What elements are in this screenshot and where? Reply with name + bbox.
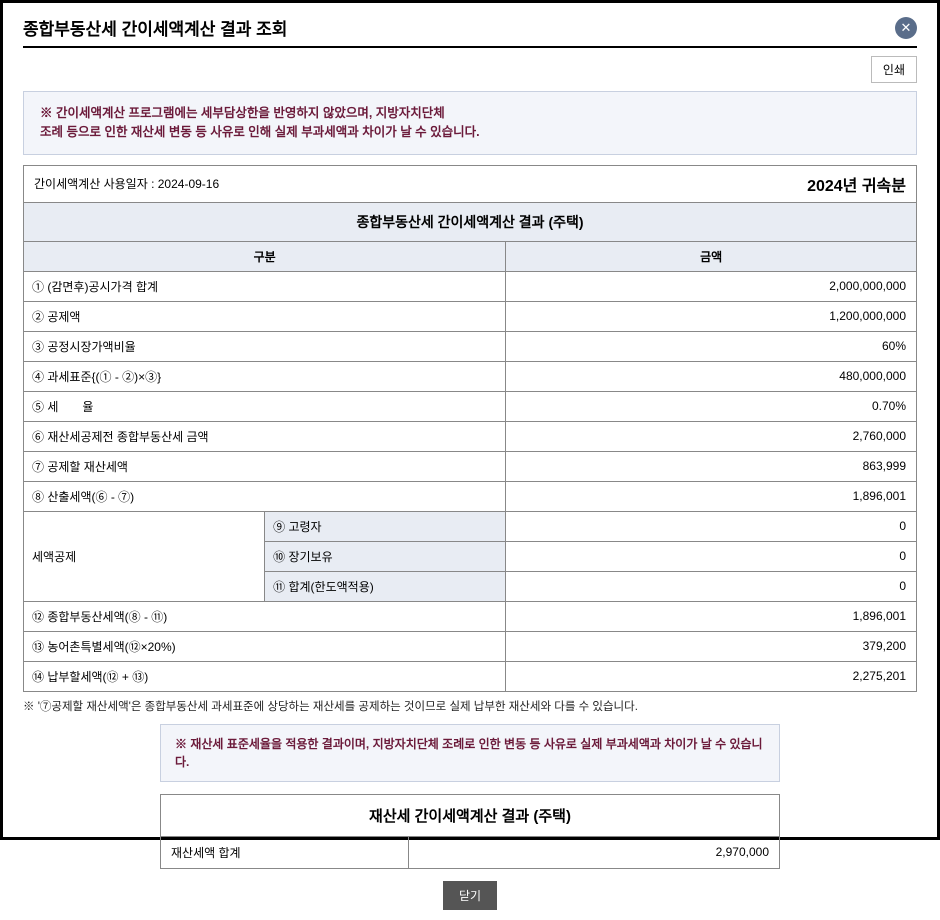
col-header-amount: 금액 [506,241,917,271]
table-row-label: ⑬ 농어촌특별세액(⑫×20%) [24,631,506,661]
notice-line-1: ※ 간이세액계산 프로그램에는 세부담상한을 반영하지 않았으며, 지방자치단체 [40,104,900,123]
row-num: ⑨ [273,520,285,534]
table-row-label: ② 공제액 [24,301,506,331]
table-row-value: 1,896,001 [506,481,917,511]
sub-row-label: 재산세액 합계 [161,836,409,868]
footnote: ※ '⑦공제할 재산세액'은 종합부동산세 과세표준에 상당하는 재산세를 공제… [23,698,917,714]
table-row-value: 480,000,000 [506,361,917,391]
close-button[interactable]: 닫기 [443,881,497,910]
table-row-label: ⑥ 재산세공제전 종합부동산세 금액 [24,421,506,451]
row-label: 합계(한도액적용) [288,580,373,594]
year-label: 2024년 귀속분 [807,172,906,196]
table-row-label: ⑦ 공제할 재산세액 [24,451,506,481]
sub-section-title: 재산세 간이세액계산 결과 (주택) [161,794,780,836]
sub-table: 재산세 간이세액계산 결과 (주택) 재산세액 합계 2,970,000 [160,794,780,869]
deduction-row-label-2: ⑪ 합계(한도액적용) [265,571,506,601]
main-table: 종합부동산세 간이세액계산 결과 (주택) 구분 금액 ① (감면후)공시가격 … [23,202,917,692]
table-row-value: 60% [506,331,917,361]
table-row-value: 2,760,000 [506,421,917,451]
close-icon[interactable]: ✕ [895,17,917,39]
table-row-value: 1,200,000,000 [506,301,917,331]
table-row-label: ③ 공정시장가액비율 [24,331,506,361]
deduction-row-value-0: 0 [506,511,917,541]
table-row-value: 2,275,201 [506,661,917,691]
sub-row-value: 2,970,000 [408,836,779,868]
close-row: 닫기 [160,881,780,910]
row-num: ⑩ [273,550,285,564]
col-header-category: 구분 [24,241,506,271]
row-label: 장기보유 [288,550,332,564]
table-row-value: 2,000,000,000 [506,271,917,301]
deduction-row-value-1: 0 [506,541,917,571]
notice-box-1: ※ 간이세액계산 프로그램에는 세부담상한을 반영하지 않았으며, 지방자치단체… [23,91,917,155]
main-section-title: 종합부동산세 간이세액계산 결과 (주택) [24,202,917,241]
header: 종합부동산세 간이세액계산 결과 조회 ✕ [23,15,917,48]
table-row-value: 379,200 [506,631,917,661]
table-row-value: 1,896,001 [506,601,917,631]
row-label: 고령자 [288,520,321,534]
page-title: 종합부동산세 간이세액계산 결과 조회 [23,15,287,40]
date-row: 간이세액계산 사용일자 : 2024-09-16 2024년 귀속분 [23,165,917,202]
print-row: 인쇄 [23,56,917,83]
notice-box-2: ※ 재산세 표준세율을 적용한 결과이며, 지방자치단체 조례로 인한 변동 등… [160,724,780,782]
table-row-label: ⑧ 산출세액(⑥ - ⑦) [24,481,506,511]
table-row-label: ⑤ 세 율 [24,391,506,421]
deduction-row-value-2: 0 [506,571,917,601]
deduction-group-label: 세액공제 [24,511,265,601]
table-row-value: 863,999 [506,451,917,481]
table-row-label: ④ 과세표준{(① - ②)×③} [24,361,506,391]
usage-date: 간이세액계산 사용일자 : 2024-09-16 [34,175,219,192]
deduction-row-label-0: ⑨ 고령자 [265,511,506,541]
table-row-label: ① (감면후)공시가격 합계 [24,271,506,301]
table-row-label: ⑫ 종합부동산세액(⑧ - ⑪) [24,601,506,631]
print-button[interactable]: 인쇄 [871,56,917,83]
deduction-row-label-1: ⑩ 장기보유 [265,541,506,571]
table-row-value: 0.70% [506,391,917,421]
table-row-label: ⑭ 납부할세액(⑫ + ⑬) [24,661,506,691]
notice-line-2: 조례 등으로 인한 재산세 변동 등 사유로 인해 실제 부과세액과 차이가 날… [40,123,900,142]
usage-date-value: 2024-09-16 [158,177,219,191]
row-num: ⑪ [273,580,285,594]
usage-date-label: 간이세액계산 사용일자 : [34,177,154,191]
bottom-section: ※ 재산세 표준세율을 적용한 결과이며, 지방자치단체 조례로 인한 변동 등… [160,724,780,910]
